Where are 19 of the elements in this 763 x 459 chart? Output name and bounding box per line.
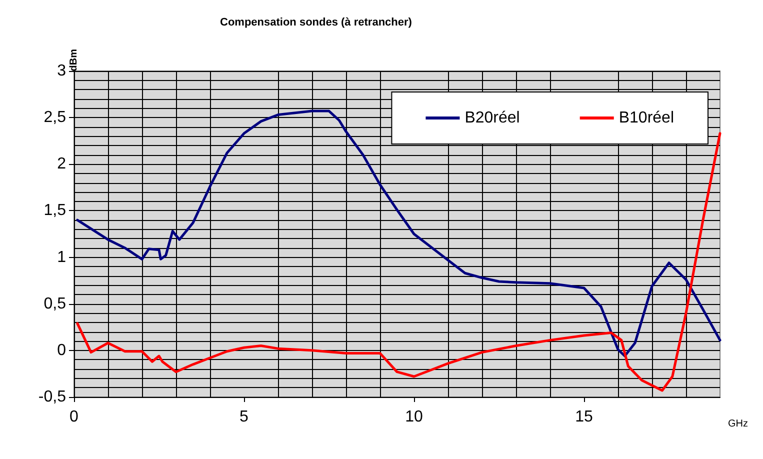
line-series: [76, 110, 722, 358]
y-tick-label: 1: [57, 248, 66, 266]
x-axis-title: GHz: [728, 418, 748, 430]
legend-label: B20réel: [464, 110, 520, 126]
y-tick-label: 0,5: [44, 295, 66, 312]
x-tick-label: 0: [70, 408, 79, 426]
y-tick-label: 1,5: [44, 202, 66, 220]
x-tick-label: 15: [575, 408, 593, 426]
y-tick-label: 2: [57, 156, 66, 173]
y-tick-label: 0: [57, 342, 66, 359]
x-tick-label: 5: [240, 408, 249, 426]
legend-label: B10réel: [618, 110, 674, 126]
y-tick-label: 2,5: [44, 109, 66, 126]
y-tick-label: -0,5: [38, 388, 66, 406]
y-axis-title: dBm: [68, 48, 80, 72]
x-tick-label: 10: [405, 408, 423, 426]
chart-title: Compensation sondes (à retrancher): [220, 16, 412, 28]
y-tick-label: 3: [57, 62, 66, 80]
line-series: [76, 132, 722, 392]
